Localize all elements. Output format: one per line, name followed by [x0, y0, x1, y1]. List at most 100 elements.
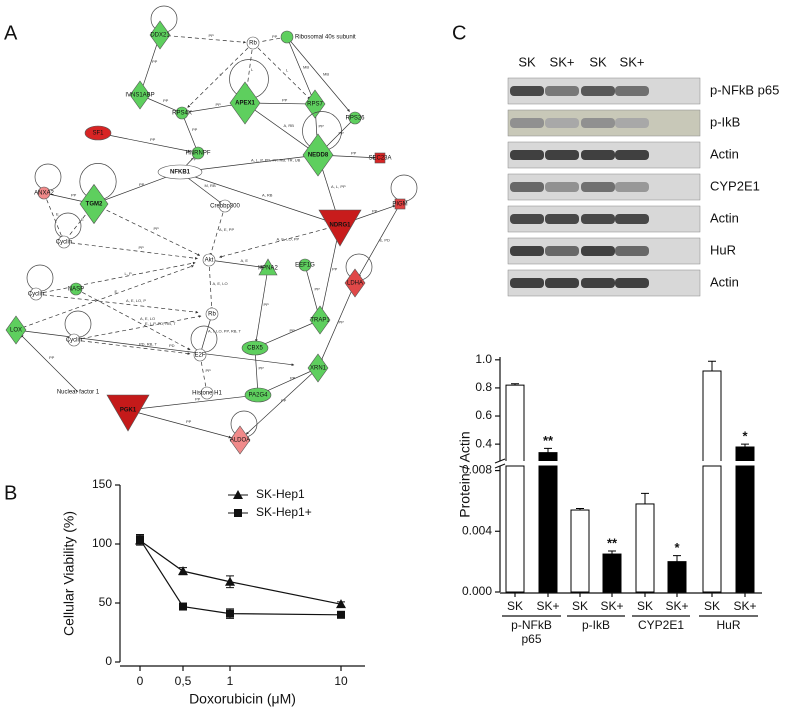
edge-label: PP	[216, 102, 222, 107]
node	[241, 340, 269, 356]
node-label: Akt	[205, 258, 214, 264]
edge	[127, 395, 249, 411]
edge	[259, 319, 321, 347]
edge-label: A, E, LO, P	[126, 298, 146, 303]
edge-label: PP	[152, 59, 158, 64]
edge-label: PP	[186, 419, 192, 424]
edge	[181, 102, 241, 114]
node-label: Rb	[249, 41, 257, 47]
x-tick-label: 0,5	[175, 674, 192, 688]
edge	[63, 241, 198, 260]
edge-label: A, RB	[262, 193, 273, 198]
x-tick-label: SK+	[536, 599, 559, 613]
group-label: HuR	[716, 618, 740, 632]
node-label: CBX5	[247, 346, 263, 352]
error-bar	[641, 492, 649, 504]
node-label: RPS4X	[172, 111, 192, 117]
error-bar	[576, 508, 584, 511]
series-line	[139, 538, 342, 616]
edge	[304, 264, 320, 317]
x-tick-label: SK+	[665, 599, 688, 613]
marker	[179, 602, 187, 611]
marker	[336, 599, 346, 609]
band	[510, 214, 544, 224]
band	[510, 278, 544, 288]
edge	[208, 259, 214, 311]
y-tick-label: 0.000	[462, 584, 492, 598]
y2-tick-label: 0.6	[475, 408, 492, 422]
panel-label: A	[4, 22, 18, 44]
node-label: NEDD8	[308, 153, 329, 159]
legend-label: SK-Hep1+	[256, 505, 312, 519]
y-axis-label: Cellular Viability (%)	[61, 511, 77, 636]
band	[545, 214, 579, 224]
self-loop	[34, 163, 62, 191]
edge-label: PP	[49, 355, 55, 360]
edge	[75, 288, 191, 351]
node	[246, 36, 260, 50]
node-label: ANXA2	[34, 191, 54, 197]
node	[191, 146, 205, 160]
edge	[199, 354, 208, 391]
x-tick-label: SK	[572, 599, 588, 613]
edge	[244, 102, 313, 152]
edge-label: PP	[315, 287, 321, 292]
marker	[337, 610, 345, 619]
band	[615, 86, 649, 96]
node-label: PIGM	[392, 202, 407, 208]
edge-label: PP	[332, 267, 338, 272]
x-tick-label: SK+	[600, 599, 623, 613]
band	[510, 118, 544, 128]
band	[581, 118, 615, 128]
edge-label: A, L, P, PD, PP, RB, TR, UB	[251, 158, 301, 163]
self-loop	[190, 325, 218, 353]
edge	[73, 339, 191, 355]
edge-label: L	[286, 68, 289, 73]
edge-label: PP	[195, 397, 201, 402]
marker	[136, 535, 144, 544]
edge	[244, 42, 254, 99]
edge-label: PP	[339, 320, 345, 325]
node-label: PA2G4	[249, 393, 269, 399]
edge-label: PP	[191, 157, 197, 162]
lane-label: SK+	[620, 54, 645, 69]
band	[510, 246, 544, 256]
edge	[73, 315, 202, 341]
node	[229, 425, 251, 455]
edge-label: MB	[303, 65, 309, 70]
edge-label: PP	[290, 328, 296, 333]
node-label: SF1	[92, 131, 104, 137]
edge-label: MB	[323, 72, 329, 77]
node-label: SEC23A	[368, 156, 391, 162]
node	[205, 307, 219, 321]
node	[175, 106, 189, 120]
x-tick-label: SK	[637, 599, 653, 613]
node	[258, 258, 278, 276]
node-label: TGM2	[86, 202, 103, 208]
band	[581, 86, 615, 96]
group-label: CYP2E1	[638, 618, 684, 632]
blot-label: Actin	[710, 274, 739, 289]
node	[344, 268, 366, 298]
node	[298, 258, 312, 272]
band	[581, 182, 615, 192]
node	[106, 394, 150, 432]
edge-label: PP	[209, 33, 215, 38]
node-label: Rb	[208, 312, 216, 318]
node-label: NASP	[68, 287, 84, 293]
group-label: p-NFkB	[511, 618, 552, 632]
node-label: Ribosomal 40s subunit	[295, 35, 356, 41]
significance: *	[674, 540, 680, 555]
node	[193, 348, 207, 362]
edge	[286, 36, 314, 100]
error-bar	[741, 443, 749, 447]
y2-tick-label: 0.8	[475, 380, 492, 394]
edge-label: L	[251, 67, 254, 72]
node	[200, 386, 214, 400]
node	[309, 305, 331, 335]
bar	[570, 509, 590, 593]
edge-label: PP	[319, 124, 325, 129]
node	[394, 198, 406, 210]
significance: **	[543, 433, 554, 448]
